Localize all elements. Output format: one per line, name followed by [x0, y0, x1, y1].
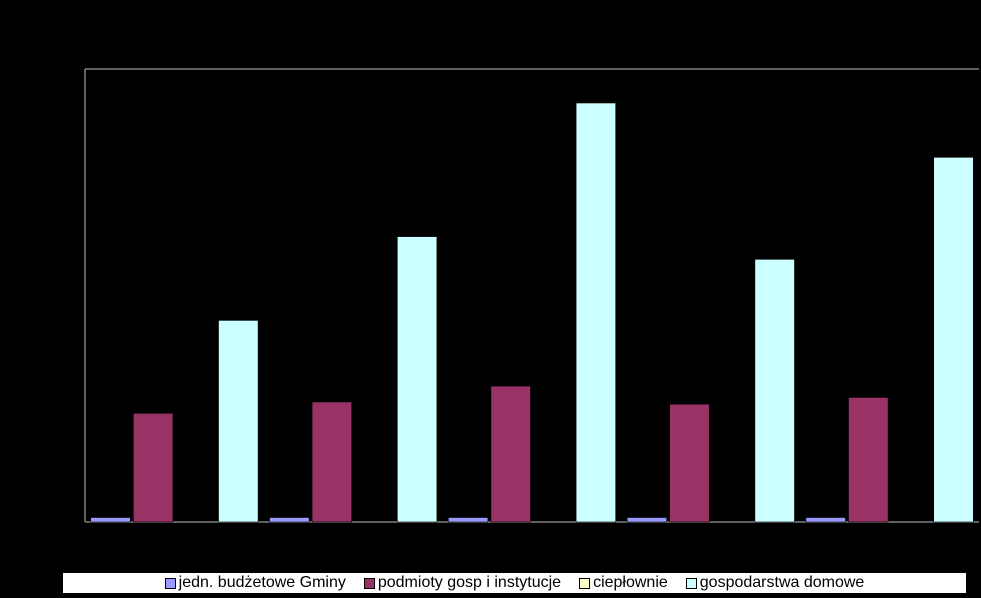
legend-item-cieplownie: ciepłownie	[579, 574, 668, 592]
bar	[848, 397, 889, 523]
legend-swatch	[363, 577, 375, 589]
legend-label: ciepłownie	[593, 574, 668, 591]
bar	[311, 401, 353, 523]
bar	[754, 258, 795, 523]
legend-item-podmioty-gosp: podmioty gosp i instytucje	[363, 574, 562, 592]
legend-label: podmioty gosp i instytucje	[377, 574, 562, 591]
bar	[447, 517, 489, 523]
legend-label: jedn. budżetowe Gminy	[178, 574, 346, 591]
bar	[626, 517, 667, 523]
bar	[933, 157, 974, 523]
bar	[575, 102, 616, 523]
legend-swatch	[579, 577, 591, 589]
bar	[218, 320, 259, 523]
legend-swatch	[685, 577, 697, 589]
bar	[269, 517, 310, 523]
bar	[669, 403, 710, 523]
bar	[396, 236, 438, 523]
bar	[133, 412, 174, 523]
legend-item-gospodarstwa-domowe: gospodarstwa domowe	[685, 574, 865, 592]
bars	[90, 102, 974, 523]
legend-item-jedn-budzetowe: jedn. budżetowe Gminy	[164, 574, 346, 592]
legend-swatch	[164, 577, 176, 589]
bar	[805, 517, 846, 523]
bar	[490, 385, 531, 523]
bar	[90, 517, 131, 523]
legend-label: gospodarstwa domowe	[699, 574, 865, 591]
legend: jedn. budżetowe Gminy podmioty gosp i in…	[62, 572, 967, 594]
